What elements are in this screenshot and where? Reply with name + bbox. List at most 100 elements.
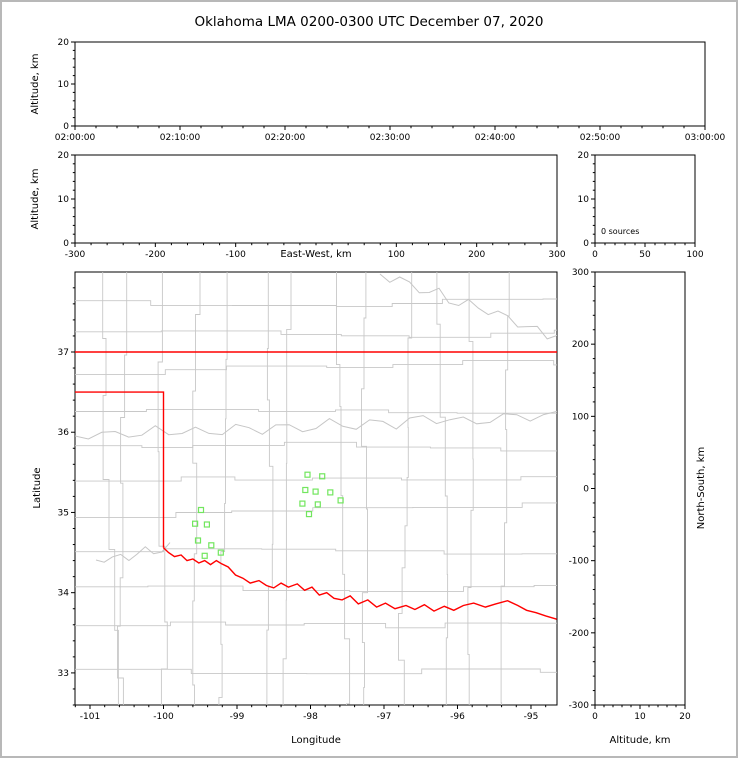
ew_height-x-tick-label: 100 (388, 250, 405, 260)
time_height-x-tick-label: 02:00:00 (55, 133, 96, 143)
county-boundary-line (157, 272, 168, 705)
ns_height-y-tick-label: 200 (572, 340, 589, 350)
time_height-y-tick-label: 0 (63, 122, 69, 132)
lma-station-marker (192, 520, 199, 527)
map-x-tick-label: -100 (153, 712, 174, 722)
county-boundary-line (436, 272, 449, 705)
county-boundary-line (75, 441, 557, 452)
lma-station-marker (194, 537, 202, 544)
map-x-tick-label: -99 (230, 712, 245, 722)
county-boundary-line (192, 272, 201, 705)
lma-station-marker (203, 521, 210, 528)
time_height-x-tick-label: 02:30:00 (370, 133, 411, 143)
histogram-source-count-annotation: 0 sources (601, 227, 639, 236)
ew-height-xlabel: East-West, km (280, 249, 351, 260)
county-boundary-line (75, 621, 557, 629)
histogram-x-tick-label: 50 (639, 250, 651, 260)
county-boundary-line (75, 476, 557, 482)
county-boundary-line (282, 272, 292, 705)
time_height-panel-frame (74, 41, 706, 127)
ew_height-y-tick-label: 10 (58, 195, 70, 205)
ew_height-x-tick-label: -100 (225, 250, 246, 260)
ns_height-y-tick-label: -200 (569, 629, 590, 639)
county-boundary-line (467, 272, 474, 705)
ns_height-y-tick-label: 0 (583, 485, 589, 495)
histogram-y-tick-label: 10 (578, 195, 590, 205)
lma-station-marker (314, 501, 321, 508)
county-boundary-line (500, 272, 510, 705)
ew_height-x-tick-label: -300 (65, 250, 86, 260)
lma-station-marker (208, 542, 215, 549)
county-boundary-line (75, 298, 557, 308)
map-x-tick-label: -97 (377, 712, 392, 722)
county-boundary-line (75, 502, 557, 518)
ns_height-y-tick-label: -100 (569, 557, 590, 567)
lma-station-marker (312, 488, 319, 495)
time_height-y-tick-label: 10 (58, 80, 70, 90)
map-y-tick-label: 34 (58, 589, 70, 599)
map-x-tick-label: -101 (80, 712, 100, 722)
ns-height-xlabel: Altitude, km (610, 735, 671, 746)
map-ylabel: Latitude (32, 467, 43, 508)
ns-height-ylabel: North-South, km (696, 447, 707, 530)
county-boundary-line (75, 360, 557, 376)
lma-station-marker (302, 486, 309, 494)
ew_height-y-tick-label: 0 (63, 239, 69, 249)
lma-station-marker (304, 471, 311, 478)
map-y-tick-label: 37 (58, 348, 69, 358)
time_height-x-tick-label: 03:00:00 (685, 133, 726, 143)
ew_height-panel-frame (74, 154, 558, 244)
ns_height-y-tick-label: 100 (572, 412, 589, 422)
map-x-tick-label: -98 (303, 712, 318, 722)
figure-title: Oklahoma LMA 0200-0300 UTC December 07, … (194, 14, 543, 30)
lma-station-marker (319, 473, 326, 480)
time_height-x-tick-label: 02:50:00 (580, 133, 621, 143)
ew_height-x-tick-label: 200 (468, 250, 485, 260)
ew-height-ylabel: Altitude, km (30, 169, 41, 230)
ns_height-x-tick-label: 10 (634, 712, 646, 722)
map-panel-frame (74, 271, 558, 706)
lma-station-marker (201, 552, 208, 559)
county-boundary-line (75, 329, 557, 338)
time-height-ylabel: Altitude, km (30, 54, 41, 115)
ew_height-y-tick-label: 20 (58, 151, 70, 161)
map-y-tick-label: 35 (58, 508, 69, 518)
map-geography-layer (75, 272, 557, 705)
county-boundary-line (75, 548, 557, 555)
ns_height-y-tick-label: -300 (569, 701, 590, 711)
county-boundary-line (398, 272, 413, 705)
lma-station-marker (337, 497, 344, 504)
lma-station-marker (299, 500, 306, 507)
ns_height-x-tick-label: 0 (592, 712, 598, 722)
county-boundary-line (266, 272, 274, 705)
lma-station-marker (197, 506, 205, 514)
time_height-x-tick-label: 02:40:00 (475, 133, 516, 143)
state-boundary-red-river-border (163, 547, 557, 620)
ns_height-y-tick-label: 300 (572, 268, 589, 278)
county-boundary-line (102, 272, 119, 705)
county-boundary-line (75, 668, 557, 675)
state-boundary-panhandle-border (75, 391, 165, 548)
river-line (379, 273, 557, 340)
time_height-y-tick-label: 20 (58, 38, 70, 48)
ns_height-panel-frame (594, 271, 686, 706)
map-y-tick-label: 36 (58, 428, 70, 438)
lma-station-marker (217, 549, 224, 556)
river-line (75, 410, 557, 440)
county-boundary-line (361, 272, 368, 705)
county-boundary-line (218, 272, 228, 705)
lma-station-marker (305, 511, 313, 518)
river-line (95, 542, 171, 563)
map-y-tick-label: 33 (58, 669, 69, 679)
histogram-x-tick-label: 0 (592, 250, 598, 260)
histogram-y-tick-label: 20 (578, 151, 590, 161)
generated-axes-layer: 02:00:00 02:10:00 02:20:00 02:30:00 02:40:00… (55, 38, 726, 722)
lma-station-marker (327, 489, 334, 496)
map-x-tick-label: -95 (524, 712, 539, 722)
time_height-x-tick-label: 02:20:00 (265, 133, 306, 143)
county-boundary-line (117, 272, 128, 705)
county-boundary-line (75, 409, 557, 414)
